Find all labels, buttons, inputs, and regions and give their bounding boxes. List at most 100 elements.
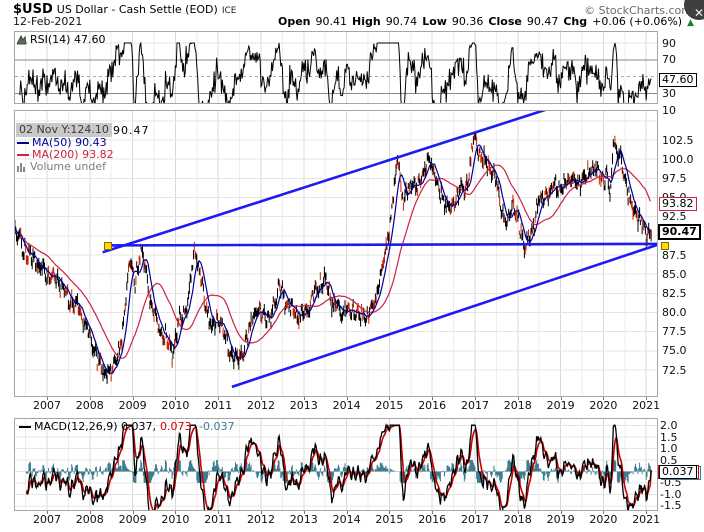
macd-axis-label: -1.0 (660, 487, 682, 501)
rsi-axis-label: 90 (662, 36, 676, 50)
rsi-panel[interactable] (14, 31, 658, 104)
year-label: 2020 (589, 399, 618, 412)
instrument-name: US Dollar - Cash Settle (EOD) (56, 3, 218, 16)
year-label: 2010 (161, 513, 190, 526)
macd-axis-label: 1.0 (660, 442, 678, 456)
axis-tick (132, 511, 134, 514)
price-axis-label: 97.5 (662, 171, 687, 185)
axis-tick (603, 397, 605, 400)
rsi-axis-label: 70 (662, 53, 676, 67)
price-partial-label: 90.47 (113, 124, 150, 137)
last-price-box: 90.47 (658, 224, 701, 240)
high-label: High (352, 15, 381, 28)
macd-value-box: 0.037 (659, 465, 697, 479)
rsi-axis-label: 30 (662, 86, 676, 100)
year-label: 2009 (118, 399, 147, 412)
volume-legend: Volume undef (17, 161, 106, 173)
axis-tick (303, 511, 305, 514)
year-label: 2021 (632, 513, 661, 526)
year-label: 2014 (332, 399, 361, 412)
macd-axis-label: 2.0 (660, 419, 678, 433)
macd-swatch-icon (19, 426, 31, 428)
ma50-swatch-icon (17, 142, 29, 144)
ma200-legend: MA(200) 93.82 (17, 149, 114, 161)
macd-legend-values: MACD(12,26,9) 0.037, (34, 420, 157, 433)
year-label: 2013 (289, 513, 318, 526)
year-label: 2014 (332, 513, 361, 526)
year-label: 2011 (204, 399, 233, 412)
axis-tick (389, 511, 391, 514)
price-axis-label: 87.5 (662, 248, 687, 262)
open-value: 90.41 (315, 15, 348, 28)
axis-tick (218, 397, 220, 400)
macd-signal-value: 0.073, (160, 420, 196, 433)
year-label: 2020 (589, 513, 618, 526)
trendline-anchor-marker[interactable] (660, 241, 669, 250)
axis-tick (346, 511, 348, 514)
volume-icon (17, 162, 25, 172)
macd-axis-label: 1.5 (660, 430, 678, 444)
axis-tick (603, 511, 605, 514)
ma200-legend-label: MA(200) 93.82 (32, 148, 114, 161)
open-label: Open (277, 15, 311, 28)
axis-tick (646, 511, 648, 514)
ohlc-row: Open 90.41 High 90.74 Low 90.36 Close 90.47 Chg +… (273, 15, 694, 28)
year-label: 2017 (461, 399, 489, 412)
macd-axis-label: 0.5 (660, 453, 678, 467)
close-label: Close (488, 15, 522, 28)
axis-tick (517, 511, 519, 514)
axis-tick (47, 397, 48, 400)
high-value: 90.74 (385, 15, 418, 28)
axis-tick (517, 397, 519, 400)
ma50-legend: MA(50) 90.43 (17, 137, 107, 149)
year-label: 2008 (75, 513, 104, 526)
macd-hist-value: -0.037 (199, 420, 235, 433)
copyright: © StockCharts.com (584, 4, 692, 17)
year-label: 2016 (418, 513, 447, 526)
price-panel[interactable] (14, 110, 658, 397)
axis-tick (303, 397, 305, 400)
up-arrow-icon: ▲ (687, 18, 694, 28)
axis-tick (132, 397, 134, 400)
price-axis-label: 80.0 (662, 306, 687, 319)
rsi-axis-label: 10 (662, 103, 676, 117)
year-label: 2019 (546, 513, 575, 526)
rsi-value-box: 47.60 (659, 73, 697, 87)
axis-tick (389, 397, 391, 400)
year-label: 2015 (375, 513, 404, 526)
price-axis-label: 102.5 (662, 133, 694, 147)
axis-tick (560, 511, 562, 514)
axis-tick (475, 397, 476, 400)
year-label: 2012 (247, 399, 275, 412)
symbol: $USD (13, 2, 53, 17)
axis-tick (89, 511, 91, 514)
macd-axis-label: -1.5 (660, 499, 682, 513)
trendline-anchor-marker[interactable] (104, 241, 113, 250)
axis-tick (89, 397, 91, 400)
close-value: 90.47 (526, 15, 559, 28)
year-label: 2011 (204, 513, 233, 526)
year-label: 2013 (289, 399, 318, 412)
price-axis-label: 85.0 (662, 267, 687, 281)
axis-tick (432, 511, 434, 514)
axis-tick (175, 397, 177, 400)
price-axis-label: 82.5 (662, 286, 687, 300)
year-label: 2015 (375, 399, 404, 412)
year-label: 2021 (632, 399, 661, 412)
macd-panel[interactable] (14, 418, 658, 511)
year-label: 2019 (546, 399, 575, 412)
axis-tick (560, 397, 562, 400)
chart-date: 12-Feb-2021 (13, 15, 83, 28)
macd-legend: MACD(12,26,9) 0.037, 0.073, -0.037 (19, 421, 235, 433)
ma200-value-box: 93.82 (659, 197, 697, 211)
axis-tick (432, 397, 434, 400)
low-value: 90.36 (451, 15, 484, 28)
price-axis-label: 92.5 (662, 210, 687, 224)
price-axis-label: 100.0 (662, 152, 694, 166)
price-axis-label: 75.0 (662, 344, 687, 358)
year-label: 2018 (503, 399, 532, 412)
close-button[interactable]: ✕ (684, 0, 704, 20)
axis-tick (47, 511, 48, 514)
year-label: 2018 (503, 513, 532, 526)
low-label: Low (422, 15, 447, 28)
